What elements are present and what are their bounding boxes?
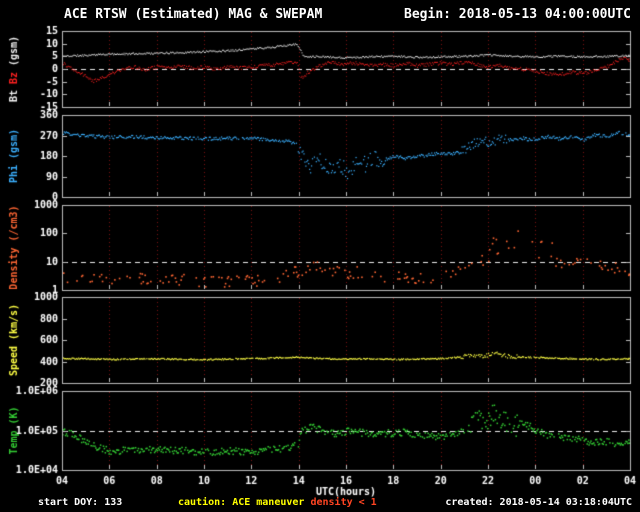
caution-note: caution: ACE maneuver density < 1 xyxy=(178,497,377,508)
caution-density-text: density < 1 xyxy=(310,497,377,508)
start-doy-label: start DOY: 133 xyxy=(38,497,123,508)
caution-maneuver-text: ACE maneuver xyxy=(232,497,311,508)
caution-label: caution: xyxy=(178,497,233,508)
created-timestamp: created: 2018-05-14 03:18:04UTC xyxy=(445,497,632,508)
begin-timestamp: Begin: 2018-05-13 04:00:00UTC xyxy=(404,7,631,22)
plot-title: ACE RTSW (Estimated) MAG & SWEPAM xyxy=(64,7,323,22)
